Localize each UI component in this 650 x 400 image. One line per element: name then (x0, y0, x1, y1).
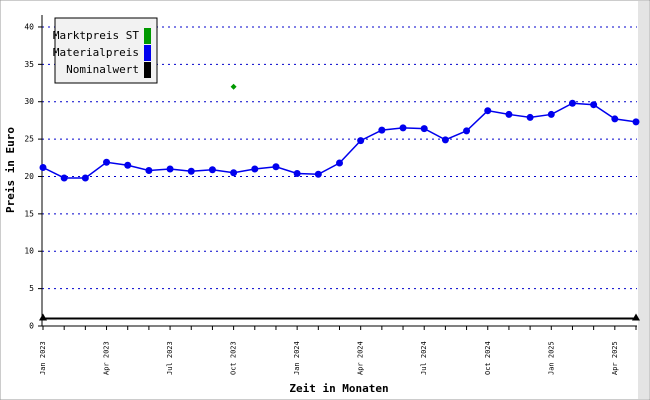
legend-swatch (144, 45, 151, 61)
data-point (60, 174, 68, 182)
y-axis-title: Preis in Euro (4, 127, 17, 213)
y-tick-label: 20 (24, 172, 34, 181)
data-point (463, 127, 471, 135)
side-strip (638, 1, 649, 399)
data-point (547, 110, 555, 118)
data-point (272, 163, 280, 171)
x-axis-title: Zeit in Monaten (289, 382, 388, 395)
y-tick-label: 30 (24, 97, 34, 106)
data-point (399, 124, 407, 132)
data-point (484, 107, 492, 115)
legend-label: Marktpreis ST (53, 29, 139, 42)
data-point (293, 169, 301, 177)
line-end-arrow (39, 313, 47, 321)
data-point (251, 165, 259, 173)
legend-box (54, 17, 158, 84)
x-tick-label: Apr 2024 (357, 341, 365, 375)
data-point (420, 125, 428, 133)
data-point (611, 115, 619, 123)
data-point (357, 137, 365, 145)
data-point (103, 158, 111, 166)
data-point (230, 83, 237, 90)
x-tick-label: Jan 2025 (547, 341, 555, 375)
x-tick-label: Jan 2024 (293, 341, 301, 375)
line-end-arrow (632, 313, 640, 321)
data-point (526, 113, 534, 121)
x-tick-label: Apr 2025 (611, 341, 619, 375)
data-point (230, 169, 238, 177)
data-point (39, 164, 47, 172)
data-point (336, 159, 343, 167)
y-tick-label: 0 (29, 322, 34, 331)
y-tick-label: 35 (24, 60, 34, 69)
data-point (568, 99, 576, 107)
y-tick-label: 25 (24, 135, 34, 144)
legend-label: Materialpreis (53, 46, 139, 59)
legend-label: Nominalwert (66, 63, 139, 76)
data-point (632, 118, 640, 126)
data-point (505, 110, 513, 118)
x-tick-label: Oct 2024 (484, 341, 492, 375)
data-point (441, 136, 449, 144)
x-tick-label: Jan 2023 (39, 341, 47, 375)
y-tick-label: 5 (29, 284, 34, 293)
data-point (314, 170, 322, 178)
data-point (145, 167, 153, 174)
x-tick-label: Oct 2023 (230, 341, 238, 375)
y-tick-label: 10 (24, 247, 34, 256)
x-tick-label: Jul 2024 (420, 341, 428, 375)
legend-swatch (144, 62, 151, 78)
data-point (166, 165, 174, 173)
x-tick-label: Jul 2023 (166, 341, 174, 375)
y-tick-label: 15 (24, 209, 34, 218)
legend-swatch (144, 28, 151, 44)
data-point (81, 174, 89, 182)
data-point (208, 166, 216, 174)
data-point (187, 167, 195, 175)
y-tick-label: 40 (24, 22, 34, 31)
data-point (124, 161, 132, 169)
data-point (378, 126, 386, 134)
data-point (590, 101, 598, 109)
x-tick-label: Apr 2023 (103, 341, 111, 375)
